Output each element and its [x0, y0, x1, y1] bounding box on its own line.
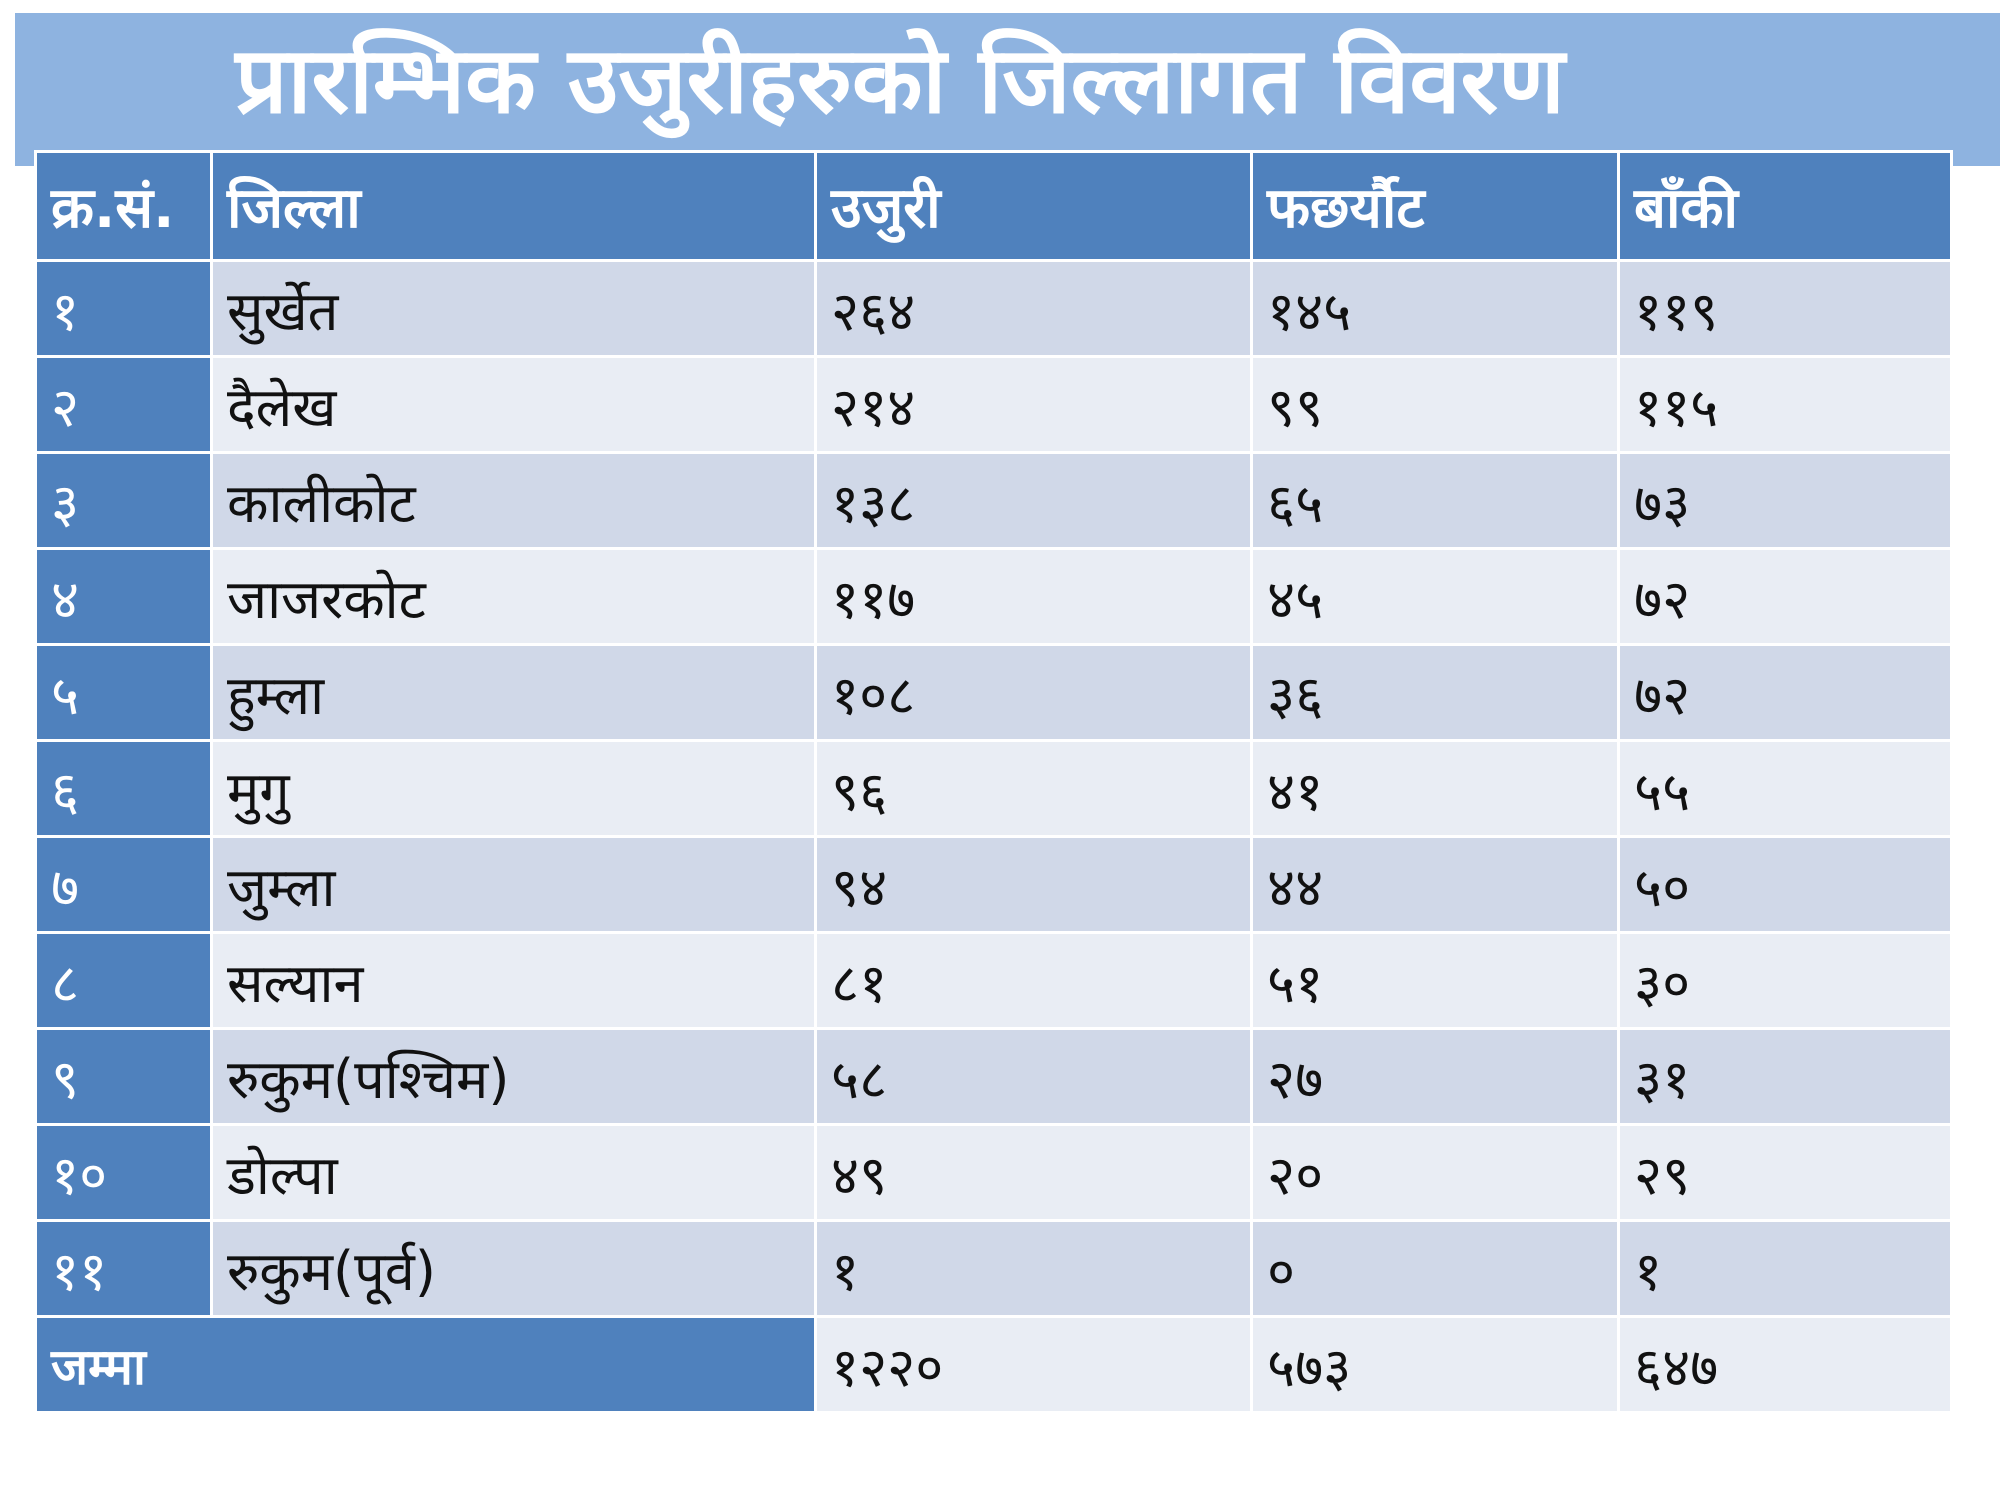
- header-resolved: फछर्यौट: [1250, 150, 1620, 262]
- pending-cell: ७३: [1617, 451, 1953, 550]
- pending-cell: ५५: [1617, 739, 1953, 838]
- serial-cell: ९: [34, 1027, 213, 1126]
- resolved-cell: ५१: [1250, 931, 1620, 1030]
- complaints-cell: १३८: [814, 451, 1253, 550]
- district-cell: कालीकोट: [210, 451, 817, 550]
- header-serial: क्र.सं.: [34, 150, 213, 262]
- serial-cell: १: [34, 259, 213, 358]
- table-row: ६ मुगु ९६ ४१ ५५: [34, 739, 1953, 838]
- resolved-cell: ६५: [1250, 451, 1620, 550]
- serial-cell: ६: [34, 739, 213, 838]
- table-row: ११ रुकुम(पूर्व) १ ० १: [34, 1219, 1953, 1318]
- district-cell: जुम्ला: [210, 835, 817, 934]
- resolved-cell: २७: [1250, 1027, 1620, 1126]
- table-row: ८ सल्यान ८१ ५१ ३०: [34, 931, 1953, 1030]
- serial-cell: ५: [34, 643, 213, 742]
- pending-cell: ७२: [1617, 643, 1953, 742]
- pending-cell: ३०: [1617, 931, 1953, 1030]
- district-cell: हुम्ला: [210, 643, 817, 742]
- header-complaints: उजुरी: [814, 150, 1253, 262]
- complaints-cell: ११७: [814, 547, 1253, 646]
- table-row: २ दैलेख २१४ ९९ ११५: [34, 355, 1953, 454]
- title-band: प्रारम्भिक उजुरीहरुको जिल्लागत विवरण: [15, 13, 2000, 166]
- serial-cell: १०: [34, 1123, 213, 1222]
- resolved-cell: १४५: [1250, 259, 1620, 358]
- pending-cell: ११५: [1617, 355, 1953, 454]
- complaints-cell: २१४: [814, 355, 1253, 454]
- complaints-cell: १: [814, 1219, 1253, 1318]
- district-cell: रुकुम(पूर्व): [210, 1219, 817, 1318]
- serial-cell: २: [34, 355, 213, 454]
- total-complaints: १२२०: [814, 1315, 1253, 1414]
- table-row: १ सुर्खेत २६४ १४५ ११९: [34, 259, 1953, 358]
- resolved-cell: ९९: [1250, 355, 1620, 454]
- district-cell: सल्यान: [210, 931, 817, 1030]
- table-row: ९ रुकुम(पश्चिम) ५८ २७ ३१: [34, 1027, 1953, 1126]
- resolved-cell: ४४: [1250, 835, 1620, 934]
- complaints-cell: ९६: [814, 739, 1253, 838]
- complaints-cell: ४९: [814, 1123, 1253, 1222]
- total-resolved: ५७३: [1250, 1315, 1620, 1414]
- district-cell: जाजरकोट: [210, 547, 817, 646]
- table-row: १० डोल्पा ४९ २० २९: [34, 1123, 1953, 1222]
- resolved-cell: ०: [1250, 1219, 1620, 1318]
- total-pending: ६४७: [1617, 1315, 1953, 1414]
- district-cell: डोल्पा: [210, 1123, 817, 1222]
- table-row: ३ कालीकोट १३८ ६५ ७३: [34, 451, 1953, 550]
- serial-cell: ११: [34, 1219, 213, 1318]
- complaints-cell: ५८: [814, 1027, 1253, 1126]
- table-row: ७ जुम्ला ९४ ४४ ५०: [34, 835, 1953, 934]
- serial-cell: ३: [34, 451, 213, 550]
- pending-cell: ११९: [1617, 259, 1953, 358]
- district-cell: रुकुम(पश्चिम): [210, 1027, 817, 1126]
- table-row: ४ जाजरकोट ११७ ४५ ७२: [34, 547, 1953, 646]
- resolved-cell: ४५: [1250, 547, 1620, 646]
- serial-cell: ७: [34, 835, 213, 934]
- header-pending: बाँकी: [1617, 150, 1953, 262]
- pending-cell: १: [1617, 1219, 1953, 1318]
- complaints-cell: ९४: [814, 835, 1253, 934]
- pending-cell: २९: [1617, 1123, 1953, 1222]
- complaints-cell: ८१: [814, 931, 1253, 1030]
- district-cell: सुर्खेत: [210, 259, 817, 358]
- table-row: ५ हुम्ला १०८ ३६ ७२: [34, 643, 1953, 742]
- total-label: जम्मा: [34, 1315, 817, 1414]
- resolved-cell: २०: [1250, 1123, 1620, 1222]
- total-row: जम्मा १२२० ५७३ ६४७: [34, 1315, 1953, 1414]
- complaints-cell: १०८: [814, 643, 1253, 742]
- district-cell: दैलेख: [210, 355, 817, 454]
- pending-cell: ३१: [1617, 1027, 1953, 1126]
- serial-cell: ४: [34, 547, 213, 646]
- header-row: क्र.सं. जिल्ला उजुरी फछर्यौट बाँकी: [34, 150, 1953, 262]
- district-complaints-table: क्र.सं. जिल्ला उजुरी फछर्यौट बाँकी १ सुर्…: [34, 150, 1953, 1414]
- pending-cell: ५०: [1617, 835, 1953, 934]
- resolved-cell: ३६: [1250, 643, 1620, 742]
- complaints-cell: २६४: [814, 259, 1253, 358]
- resolved-cell: ४१: [1250, 739, 1620, 838]
- serial-cell: ८: [34, 931, 213, 1030]
- district-cell: मुगु: [210, 739, 817, 838]
- page-title: प्रारम्भिक उजुरीहरुको जिल्लागत विवरण: [235, 27, 1565, 134]
- header-district: जिल्ला: [210, 150, 817, 262]
- pending-cell: ७२: [1617, 547, 1953, 646]
